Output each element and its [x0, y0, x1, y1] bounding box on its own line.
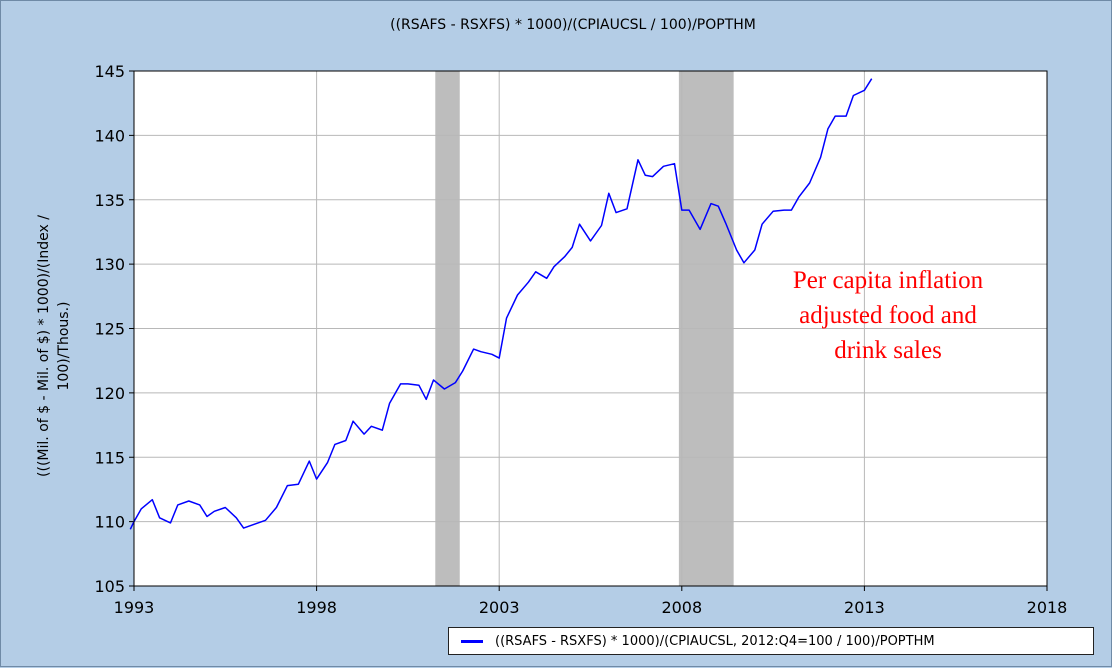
series-line [129, 78, 873, 530]
y-tick-label: 125 [94, 320, 125, 339]
grid-lines [134, 71, 1047, 586]
annotation-line-1: Per capita inflation [793, 267, 984, 294]
x-tick-label: 2008 [661, 598, 702, 617]
legend-swatch [461, 639, 483, 643]
y-tick-label: 135 [94, 191, 125, 210]
x-tick-label: 2003 [479, 598, 520, 617]
y-tick-label: 130 [94, 255, 125, 274]
legend: ((RSAFS - RSXFS) * 1000)/(CPIAUCSL, 2012… [448, 627, 1094, 655]
y-tick-label: 105 [94, 577, 125, 596]
y-tick-label: 145 [94, 62, 125, 81]
y-tick-label: 120 [94, 384, 125, 403]
legend-label: ((RSAFS - RSXFS) * 1000)/(CPIAUCSL, 2012… [495, 633, 935, 649]
y-axis-label-line1: (((Mil. of $ - Mil. of $) * 1000)/(Index… [36, 215, 52, 477]
x-tick-label: 2018 [1027, 598, 1068, 617]
y-tick-label: 110 [94, 513, 125, 532]
x-tick-label: 1993 [114, 598, 155, 617]
annotation-line-2: adjusted food and [799, 302, 977, 329]
y-axis-label-line2: 100)/Thous.) [56, 302, 72, 391]
y-tick-label: 115 [94, 448, 125, 467]
x-tick-label: 1998 [296, 598, 337, 617]
chart-title: ((RSAFS - RSXFS) * 1000)/(CPIAUCSL / 100… [390, 17, 756, 33]
annotation-line-3: drink sales [834, 337, 942, 364]
y-axis-label: (((Mil. of $ - Mil. of $) * 1000)/(Index… [36, 215, 72, 477]
axis-ticks: 105 110 115 120 125 130 135 140 145 1993 1998 2003 2… [94, 62, 1067, 617]
y-tick-label: 140 [94, 126, 125, 145]
plot-border [133, 70, 1048, 587]
x-tick-label: 2013 [844, 598, 885, 617]
